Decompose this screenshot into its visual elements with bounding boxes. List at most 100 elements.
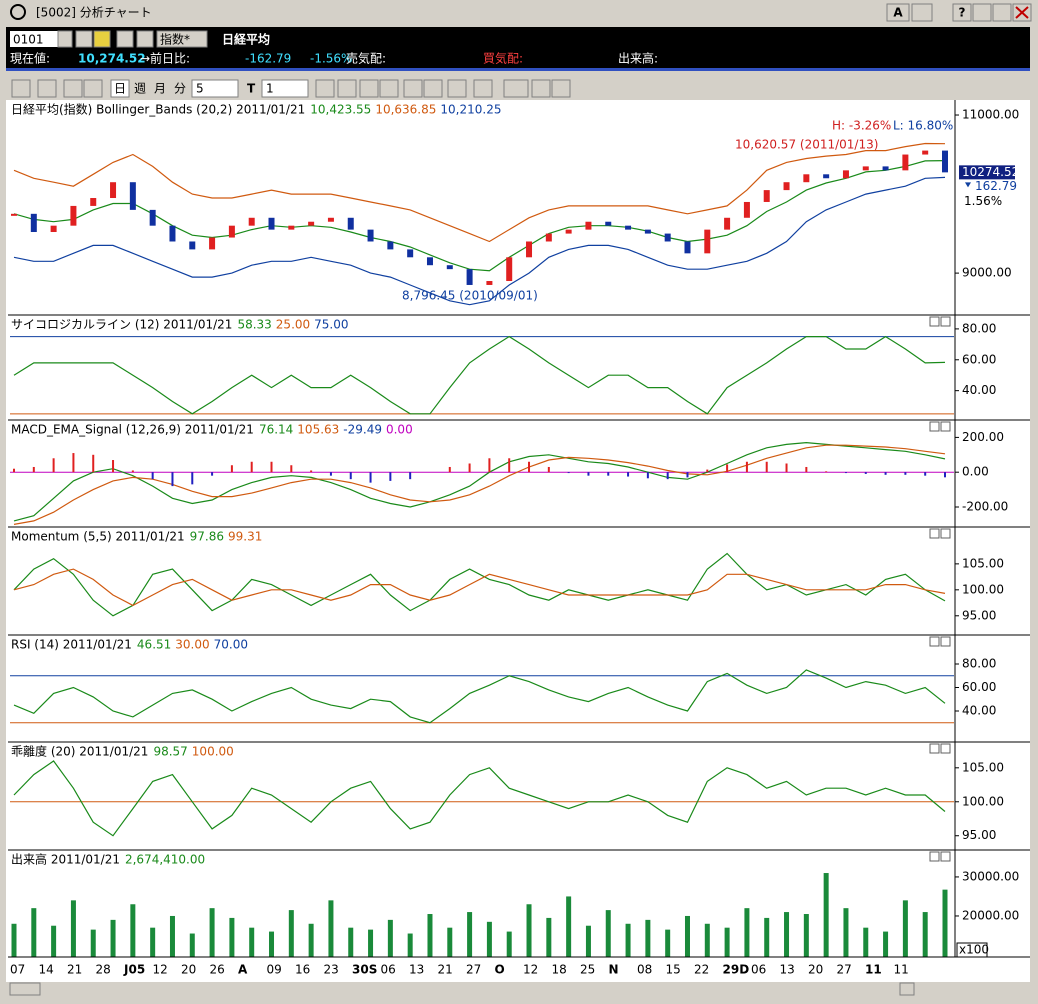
minute-select[interactable]: [191, 79, 239, 98]
x-tick-label: 11: [865, 963, 882, 977]
bar: [290, 465, 293, 473]
copy-button[interactable]: [911, 3, 933, 22]
candle: [30, 213, 37, 233]
tool-button[interactable]: [379, 79, 399, 98]
x-tick-label: 20: [808, 963, 823, 977]
bar: [587, 472, 590, 476]
zoom-button[interactable]: [37, 79, 57, 98]
period-button[interactable]: [110, 79, 130, 98]
bar: [844, 472, 847, 474]
x-tick-label: 12: [523, 963, 538, 977]
tool-button[interactable]: [337, 79, 357, 98]
tool-button[interactable]: [447, 79, 467, 98]
bar: [52, 458, 55, 473]
bar: [448, 466, 451, 473]
panel-close-button[interactable]: [940, 851, 951, 862]
readout: 75.00: [314, 318, 348, 332]
tool-button[interactable]: [531, 79, 551, 98]
tool-button[interactable]: [503, 79, 529, 98]
series-line: [13, 160, 946, 272]
bar: [567, 472, 570, 474]
panel-min-button[interactable]: [929, 851, 940, 862]
panel-close-button[interactable]: [940, 743, 951, 754]
tool-button[interactable]: [315, 79, 335, 98]
y-tick-label: 60.00: [962, 352, 996, 366]
candle: [367, 229, 374, 242]
x-tick-label: 21: [438, 963, 453, 977]
bar: [805, 466, 808, 473]
tool-button[interactable]: [551, 79, 571, 98]
series-line: [13, 444, 946, 525]
bar: [665, 929, 671, 957]
panel-min-button[interactable]: [929, 528, 940, 539]
down-arrow: [965, 182, 971, 188]
panel: [10, 669, 954, 724]
bar: [825, 471, 828, 473]
candle: [506, 257, 513, 282]
a-button[interactable]: [886, 3, 910, 22]
tool-button[interactable]: [83, 79, 103, 98]
nav-buttons[interactable]: [920, 983, 1020, 995]
series-line: [13, 552, 946, 617]
panel-min-button[interactable]: [929, 743, 940, 754]
panel-min-button[interactable]: [929, 636, 940, 647]
bar: [724, 927, 730, 957]
tool-button[interactable]: [75, 30, 93, 48]
change-value: -162.79: [245, 52, 291, 66]
maximize-button[interactable]: [992, 3, 1012, 22]
panel-close-button[interactable]: [940, 316, 951, 327]
candle: [486, 281, 493, 285]
tool-button[interactable]: [136, 30, 154, 48]
delete-button[interactable]: [473, 79, 493, 98]
candle: [625, 225, 632, 230]
dropdown[interactable]: [57, 30, 73, 48]
kind-select[interactable]: [156, 30, 208, 48]
period-minute: 分: [174, 82, 186, 96]
panel: [13, 552, 946, 617]
x-tick-label: 13: [409, 963, 424, 977]
panel-close-button[interactable]: [940, 528, 951, 539]
tick-select[interactable]: [261, 79, 309, 98]
tool-button[interactable]: [116, 30, 134, 48]
bar: [745, 461, 748, 473]
bar: [684, 915, 690, 957]
help-button[interactable]: [952, 3, 972, 22]
minimize-button[interactable]: [972, 3, 992, 22]
bar: [585, 925, 591, 957]
x-tick-label: 27: [837, 963, 852, 977]
candle: [882, 166, 889, 171]
window-frame: [1030, 26, 1038, 1000]
bar: [486, 921, 492, 957]
bar: [110, 919, 116, 957]
annotation: 10,620.57 (2011/01/13): [735, 138, 878, 152]
last-change-pct: 1.56%: [964, 194, 1002, 208]
readout: 99.31: [228, 530, 262, 544]
tool-button[interactable]: [403, 79, 423, 98]
x-tick-label: 12: [153, 963, 168, 977]
bar: [744, 908, 750, 957]
bar: [209, 908, 215, 957]
tool-button[interactable]: [11, 79, 31, 98]
readout: -29.49: [343, 423, 382, 437]
bar: [328, 900, 334, 957]
scroll-right[interactable]: [899, 982, 915, 996]
bar: [310, 470, 313, 473]
code-input[interactable]: [10, 31, 58, 47]
panel-close-button[interactable]: [940, 636, 951, 647]
panel-min-button[interactable]: [929, 421, 940, 432]
tool-button[interactable]: [63, 79, 83, 98]
annotation: L: 16.80%: [893, 119, 953, 133]
scroll-left[interactable]: [9, 982, 41, 996]
bar: [189, 933, 195, 957]
panel-close-button[interactable]: [940, 421, 951, 432]
candle: [466, 269, 473, 285]
tool-button[interactable]: [359, 79, 379, 98]
readout: 97.86: [190, 530, 224, 544]
tool-button[interactable]: [93, 30, 111, 48]
bar: [249, 927, 255, 957]
candle: [724, 217, 731, 230]
candle: [763, 190, 770, 202]
tool-button[interactable]: [423, 79, 443, 98]
panel-min-button[interactable]: [929, 316, 940, 327]
